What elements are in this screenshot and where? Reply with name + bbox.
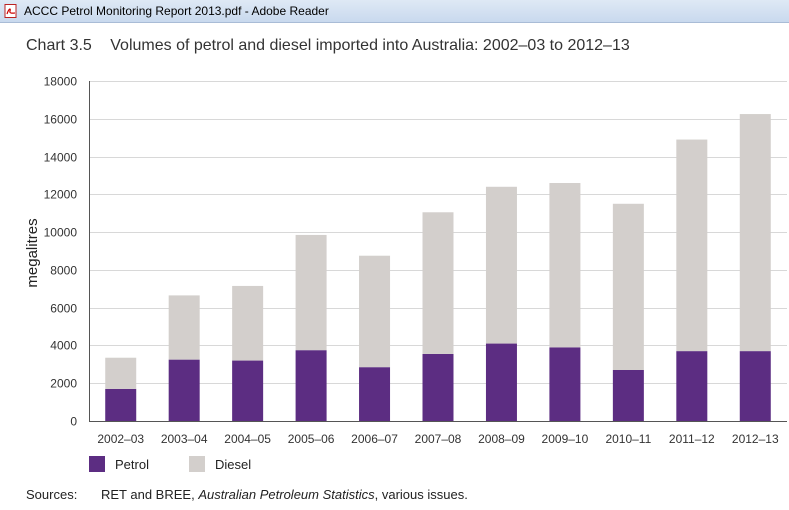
chart-heading: Chart 3.5 Volumes of petrol and diesel i… [26, 37, 630, 55]
bar-diesel-9 [676, 139, 708, 352]
y-axis-label: megalitres [24, 218, 41, 287]
bar-diesel-2 [232, 285, 264, 361]
bar-diesel-4 [359, 255, 391, 368]
x-tick-label: 2009–10 [542, 432, 589, 446]
chart-legend: Petrol Diesel [89, 456, 291, 472]
bar-petrol-7 [549, 347, 581, 421]
legend-label-diesel: Diesel [214, 456, 252, 472]
bar-petrol-5 [422, 353, 454, 421]
legend-label-petrol: Petrol [115, 456, 149, 472]
bar-petrol-8 [612, 370, 644, 421]
legend-swatch-diesel [188, 456, 205, 472]
x-tick-label: 2006–07 [351, 432, 398, 446]
bar-petrol-9 [676, 351, 708, 421]
bar-diesel-7 [549, 183, 581, 348]
x-tick-label: 2008–09 [478, 432, 525, 446]
window-titlebar: ACCC Petrol Monitoring Report 2013.pdf -… [0, 0, 789, 23]
bar-diesel-1 [168, 295, 200, 360]
pdf-document-icon [4, 4, 17, 18]
y-tick-label: 2000 [50, 377, 77, 391]
y-tick-label: 14000 [44, 151, 78, 165]
bar-diesel-3 [295, 234, 327, 351]
y-tick-label: 10000 [44, 226, 78, 240]
bar-diesel-5 [422, 212, 454, 354]
x-tick-label: 2003–04 [161, 432, 208, 446]
bar-diesel-10 [739, 114, 771, 352]
chart-number: Chart 3.5 [26, 37, 92, 54]
x-tick-label: 2012–13 [732, 432, 779, 446]
bar-diesel-6 [485, 186, 517, 344]
y-tick-label: 12000 [44, 188, 78, 202]
x-tick-label: 2010–11 [605, 432, 651, 446]
chart-title: Volumes of petrol and diesel imported in… [110, 37, 630, 54]
y-tick-label: 6000 [50, 302, 77, 316]
sources-publication: Australian Petroleum Statistics [198, 487, 375, 502]
sources-note: Sources: RET and BREE, Australian Petrole… [26, 487, 468, 502]
bar-petrol-1 [168, 359, 200, 421]
y-tick-label: 8000 [50, 264, 77, 278]
legend-item-diesel: Diesel [188, 456, 252, 472]
y-tick-label: 0 [70, 415, 77, 429]
bar-petrol-4 [359, 367, 391, 421]
bar-diesel-0 [105, 357, 137, 389]
bar-diesel-8 [612, 203, 644, 370]
x-tick-label: 2004–05 [224, 432, 271, 446]
bar-petrol-10 [739, 351, 771, 421]
x-tick-label: 2011–12 [669, 432, 715, 446]
legend-swatch-petrol [89, 456, 105, 472]
sources-suffix: , various issues. [374, 487, 468, 502]
bar-petrol-6 [485, 343, 517, 421]
bar-petrol-3 [295, 350, 327, 421]
sources-prefix: RET and BREE, [101, 487, 199, 502]
x-tick-label: 2002–03 [97, 432, 144, 446]
x-tick-label: 2005–06 [288, 432, 335, 446]
window-title: ACCC Petrol Monitoring Report 2013.pdf -… [24, 4, 329, 18]
y-tick-label: 18000 [44, 75, 78, 89]
bar-petrol-2 [232, 360, 264, 421]
bar-petrol-0 [105, 388, 137, 421]
legend-item-petrol: Petrol [89, 456, 149, 472]
sources-label: Sources: [26, 487, 78, 502]
x-tick-label: 2007–08 [415, 432, 462, 446]
y-tick-label: 4000 [50, 339, 77, 353]
y-tick-label: 16000 [44, 113, 78, 127]
